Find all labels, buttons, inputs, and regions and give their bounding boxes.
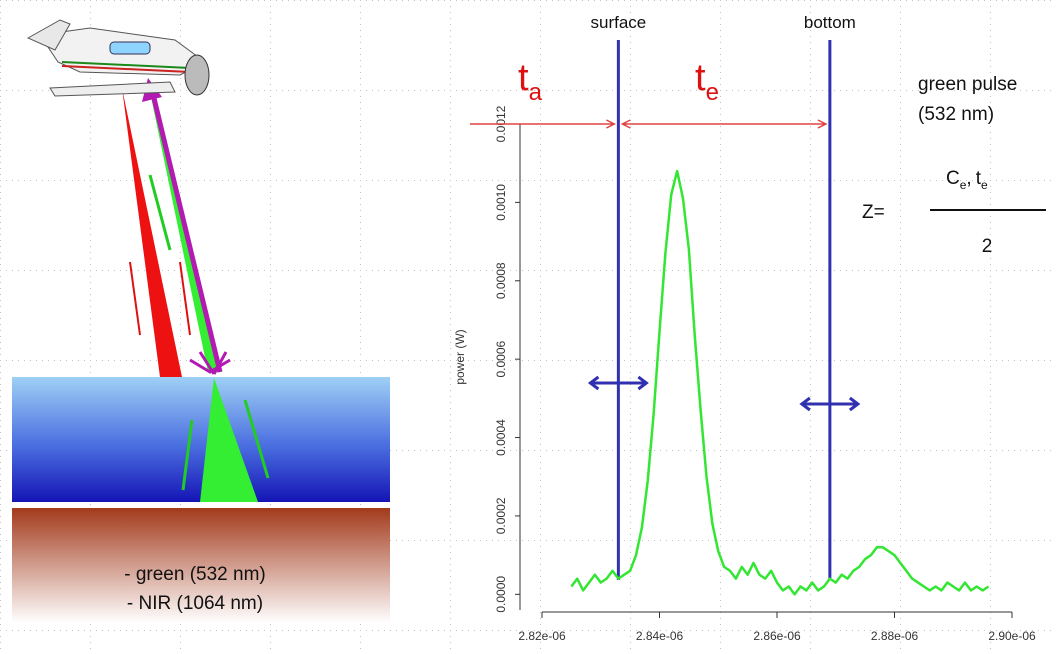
pulse-label: green pulse [918,74,1017,95]
x-tick-label: 2.90e-06 [988,629,1036,643]
water [12,377,390,502]
return-beam [149,89,223,373]
reflection [189,351,231,375]
nir-arrows [129,261,191,336]
formula-lhs: Z= [862,202,885,223]
y-tick-label: 0.0002 [494,497,508,534]
plot: 0.00000.00020.00040.00060.00080.00100.00… [470,13,1036,643]
y-tick-label: 0.0006 [494,340,508,377]
airplane [26,19,210,97]
marker-label: bottom [804,13,856,32]
formula-sep: , [966,168,971,189]
ta-label: ta [518,57,543,106]
green-cone [200,378,258,502]
te-symbol: t [695,57,706,99]
formula-t: t [976,168,982,189]
y-tick-label: 0.0008 [494,262,508,299]
pulse-wavelength: (532 nm) [918,104,994,125]
x-tick-label: 2.88e-06 [871,629,919,643]
seabed [12,508,390,623]
legend-nir: - NIR (1064 nm) [127,593,263,614]
y-tick-label: 0.0010 [494,184,508,221]
formula-denominator: 2 [982,236,993,257]
y-tick-label: 0.0000 [494,576,508,613]
waveform [570,169,990,596]
ta-arrow [470,119,617,129]
double-arrow [587,375,649,391]
y-tick-label: 0.0004 [494,419,508,456]
illustration: - green (532 nm) - NIR (1064 nm) [12,19,390,623]
te-label: te [695,57,719,106]
te-subscript: e [706,79,719,106]
x-tick-label: 2.86e-06 [753,629,801,643]
y-axis-label: power (W) [453,329,467,384]
x-tick-label: 2.84e-06 [636,629,684,643]
ta-subscript: a [529,79,543,106]
te-arrow [620,119,828,129]
nir-beam [122,88,182,377]
x-tick-label: 2.82e-06 [518,629,566,643]
formula-c: C [946,168,960,189]
marker-label: surface [591,13,647,32]
double-arrow [799,396,861,412]
green-arrows [148,174,270,491]
formula-t-sub: e [981,178,988,192]
formula-numerator: Ce, te [946,168,988,192]
legend-green: - green (532 nm) [124,564,266,585]
formula-c-sub: e [960,178,967,192]
ta-symbol: t [518,57,529,99]
